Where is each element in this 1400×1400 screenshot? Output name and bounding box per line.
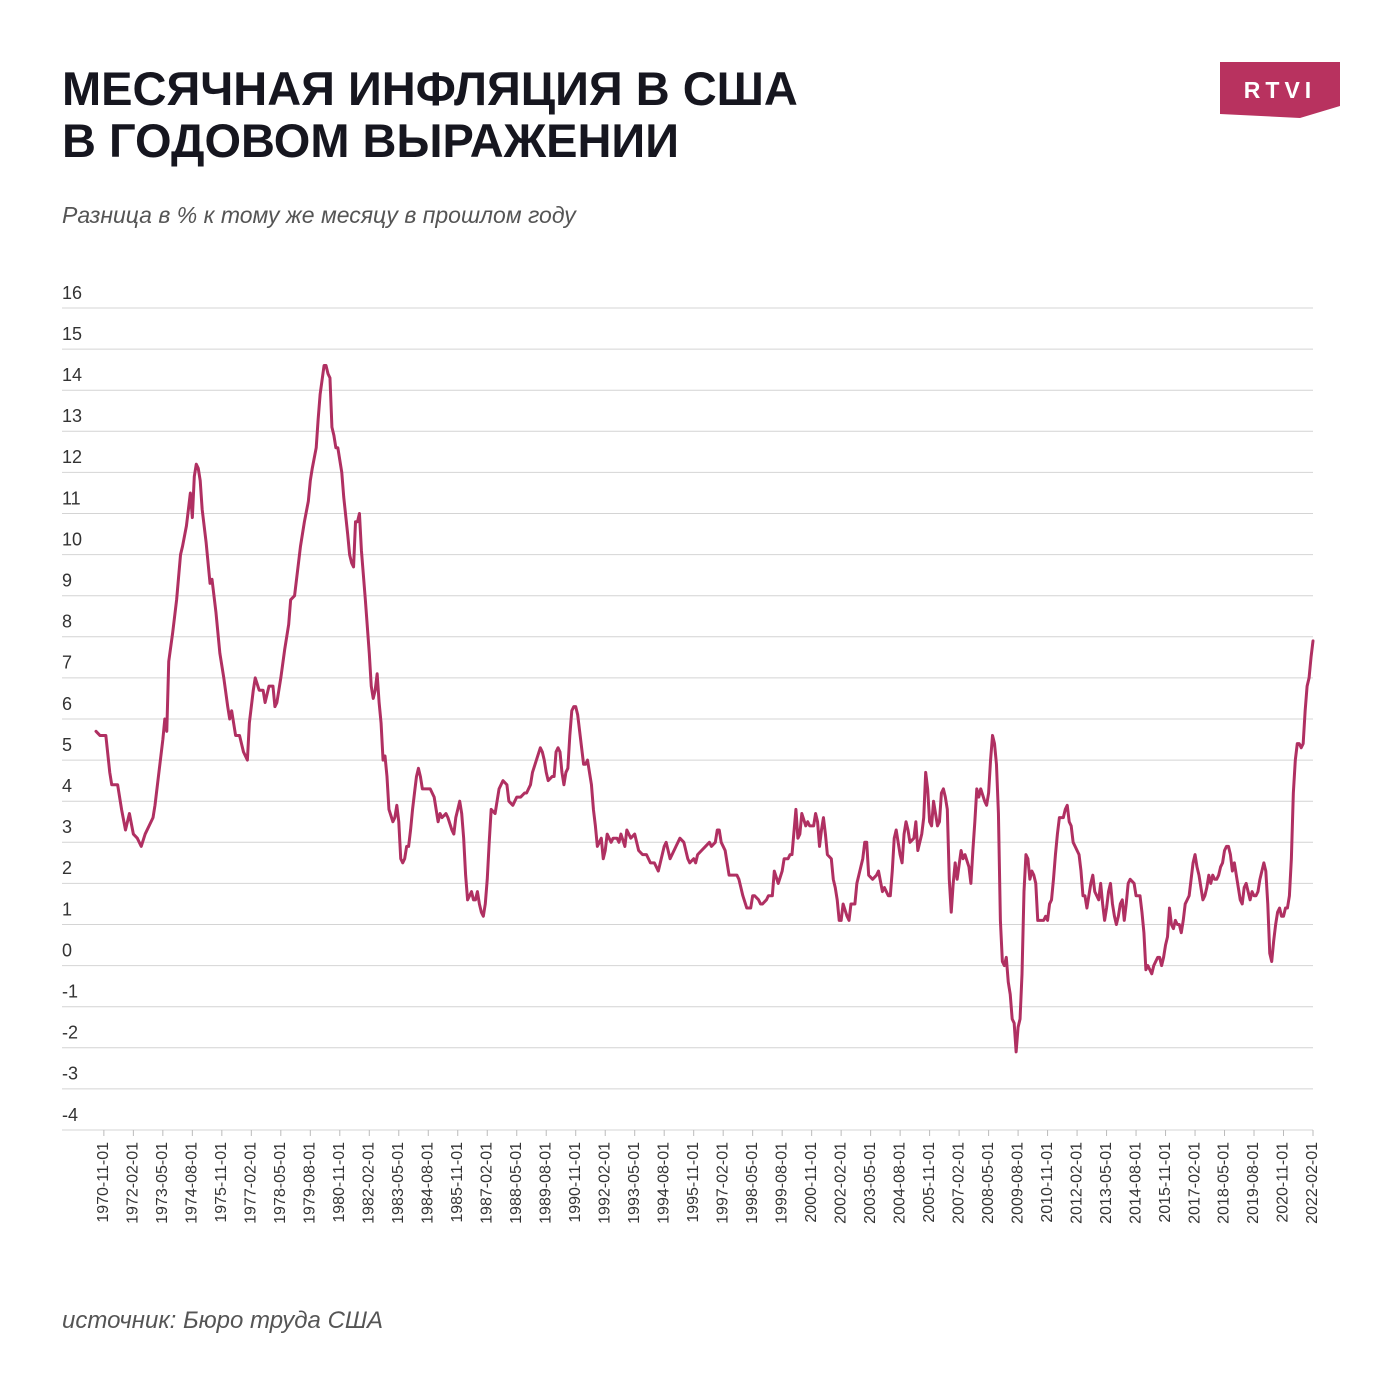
source-note: источник: Бюро труда США	[62, 1307, 383, 1334]
x-tick-label: 1990-11-01	[567, 1142, 584, 1223]
x-tick-label: 2012-02-01	[1068, 1142, 1085, 1224]
chart-title: В ГОДОВОМ ВЫРАЖЕНИИ	[62, 114, 679, 167]
y-tick-label: 0	[62, 940, 72, 960]
y-tick-label: 11	[62, 488, 81, 508]
logo-shape	[1220, 62, 1340, 118]
x-tick-label: 1987-02-01	[478, 1142, 495, 1224]
x-tick-label: 1972-02-01	[125, 1142, 142, 1224]
x-tick-label: 1995-11-01	[685, 1142, 702, 1223]
x-tick-label: 1992-02-01	[596, 1142, 613, 1224]
x-tick-label: 2018-05-01	[1216, 1142, 1233, 1224]
y-tick-label: 7	[62, 653, 72, 673]
x-tick-label: 1999-08-01	[773, 1142, 790, 1224]
x-tick-label: 2008-05-01	[980, 1142, 997, 1224]
x-tick-label: 2017-02-01	[1186, 1142, 1203, 1224]
x-tick-label: 2013-05-01	[1098, 1142, 1115, 1224]
x-tick-label: 2005-11-01	[921, 1142, 938, 1223]
y-tick-label: 9	[62, 570, 72, 590]
x-tick-label: 1974-08-01	[184, 1142, 201, 1224]
x-tick-label: 2009-08-01	[1009, 1142, 1026, 1224]
y-tick-label: 15	[62, 324, 82, 344]
x-tick-label: 2022-02-01	[1304, 1142, 1321, 1224]
x-tick-label: 1980-11-01	[331, 1142, 348, 1223]
x-tick-label: 2003-05-01	[862, 1142, 879, 1224]
x-tick-label: 2004-08-01	[891, 1142, 908, 1224]
x-tick-label: 1970-11-01	[95, 1142, 112, 1223]
x-tick-label: 1997-02-01	[714, 1142, 731, 1224]
y-tick-label: 13	[62, 406, 82, 426]
x-tick-label: 2019-08-01	[1245, 1142, 1262, 1224]
x-tick-label: 1998-05-01	[744, 1142, 761, 1224]
x-tick-label: 2020-11-01	[1275, 1142, 1292, 1223]
y-tick-label: 4	[62, 776, 72, 796]
x-tick-label: 1993-05-01	[626, 1142, 643, 1224]
y-tick-label: 3	[62, 817, 72, 837]
x-tick-label: 2010-11-01	[1039, 1142, 1056, 1223]
x-tick-label: 2014-08-01	[1127, 1142, 1144, 1224]
x-tick-label: 1989-08-01	[537, 1142, 554, 1224]
logo-text: RTVI	[1244, 77, 1316, 103]
y-tick-label: 10	[62, 529, 82, 549]
x-tick-label: 1977-02-01	[243, 1142, 260, 1224]
x-tick-label: 1985-11-01	[449, 1142, 466, 1223]
x-tick-label: 1973-05-01	[154, 1142, 171, 1224]
y-tick-label: 2	[62, 858, 72, 878]
x-tick-label: 1983-05-01	[390, 1142, 407, 1224]
x-tick-label: 1984-08-01	[419, 1142, 436, 1224]
y-tick-label: 5	[62, 735, 72, 755]
chart-title: МЕСЯЧНАЯ ИНФЛЯЦИЯ В США	[62, 62, 798, 115]
y-tick-label: 16	[62, 283, 82, 303]
x-tick-label: 1982-02-01	[361, 1142, 378, 1224]
y-tick-label: 14	[62, 365, 82, 385]
data-line	[94, 364, 1315, 1054]
x-tick-label: 1994-08-01	[655, 1142, 672, 1224]
x-tick-label: 1979-08-01	[302, 1142, 319, 1224]
chart-subtitle: Разница в % к тому же месяцу в прошлом г…	[62, 202, 577, 228]
x-tick-label: 1978-05-01	[272, 1142, 289, 1224]
logo: RTVI	[1220, 62, 1340, 118]
x-tick-label: 2000-11-01	[803, 1142, 820, 1223]
x-tick-label: 1975-11-01	[213, 1142, 230, 1223]
y-tick-label: 12	[62, 447, 82, 467]
y-tick-label: 6	[62, 694, 72, 714]
y-tick-label: -4	[62, 1105, 78, 1125]
x-tick-label: 2007-02-01	[950, 1142, 967, 1224]
x-tick-label: 1988-05-01	[508, 1142, 525, 1224]
y-tick-label: 1	[62, 899, 72, 919]
y-tick-label: -2	[62, 1023, 78, 1043]
y-tick-label: -1	[62, 981, 78, 1001]
y-tick-label: 8	[62, 612, 72, 632]
x-tick-label: 2015-11-01	[1157, 1142, 1174, 1223]
x-tick-label: 2002-02-01	[832, 1142, 849, 1224]
y-tick-label: -3	[62, 1064, 78, 1084]
